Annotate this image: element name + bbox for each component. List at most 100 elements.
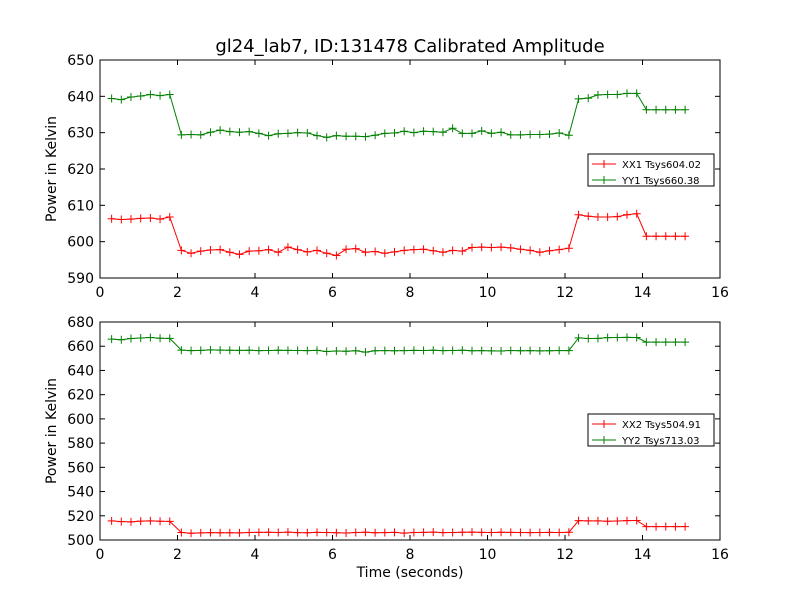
data-point bbox=[409, 346, 418, 355]
data-point bbox=[652, 522, 661, 531]
data-point bbox=[584, 334, 593, 343]
data-point bbox=[206, 528, 215, 537]
data-point bbox=[293, 528, 302, 537]
data-point bbox=[652, 105, 661, 114]
data-point bbox=[196, 346, 205, 355]
data-point bbox=[555, 129, 564, 138]
data-point bbox=[380, 528, 389, 537]
data-point bbox=[117, 517, 126, 526]
data-point bbox=[487, 346, 496, 355]
data-point bbox=[136, 214, 145, 223]
x-tick-label: 4 bbox=[251, 547, 260, 563]
x-tick-label: 12 bbox=[556, 547, 574, 563]
data-point bbox=[283, 528, 292, 537]
data-point bbox=[107, 214, 116, 223]
data-point bbox=[177, 528, 186, 537]
data-point bbox=[516, 528, 525, 537]
legend-entry-label: XX2 Tsys504.91 bbox=[622, 420, 701, 431]
data-point bbox=[165, 334, 174, 343]
data-point bbox=[574, 516, 583, 525]
data-point bbox=[448, 124, 457, 133]
data-point bbox=[477, 346, 486, 355]
data-point bbox=[235, 250, 244, 259]
data-point bbox=[681, 522, 690, 531]
x-tick-label: 14 bbox=[634, 285, 652, 301]
data-point bbox=[254, 528, 263, 537]
series-2 bbox=[107, 333, 690, 357]
data-point bbox=[400, 246, 409, 255]
data-point bbox=[342, 347, 351, 356]
data-point bbox=[661, 232, 670, 241]
data-point bbox=[380, 249, 389, 258]
data-point bbox=[390, 247, 399, 256]
x-tick-label: 6 bbox=[328, 547, 337, 563]
data-point bbox=[245, 346, 254, 355]
data-point bbox=[506, 130, 515, 139]
data-point bbox=[216, 245, 225, 254]
data-point bbox=[187, 249, 196, 258]
data-point bbox=[264, 131, 273, 140]
series-1 bbox=[107, 209, 690, 260]
x-tick-label: 16 bbox=[711, 547, 729, 563]
series-1 bbox=[107, 516, 690, 538]
data-point bbox=[303, 129, 312, 138]
x-tick-label: 0 bbox=[96, 547, 105, 563]
data-point bbox=[652, 232, 661, 241]
data-point bbox=[526, 130, 535, 139]
legend-box bbox=[587, 153, 715, 187]
data-point bbox=[187, 130, 196, 139]
y-axis-label: Power in Kelvin bbox=[44, 116, 60, 222]
data-point bbox=[603, 517, 612, 526]
data-point bbox=[390, 528, 399, 537]
data-point bbox=[225, 346, 234, 355]
legend: XX2 Tsys504.91 YY2 Tsys713.03 bbox=[587, 413, 715, 447]
data-point bbox=[593, 516, 602, 525]
data-point bbox=[264, 245, 273, 254]
data-point bbox=[506, 243, 515, 252]
data-point bbox=[313, 346, 321, 355]
data-point bbox=[206, 345, 215, 354]
data-point bbox=[516, 346, 525, 355]
data-point bbox=[584, 516, 593, 525]
data-point bbox=[235, 528, 244, 537]
data-point bbox=[107, 94, 116, 103]
data-point bbox=[438, 346, 447, 355]
y-tick-label: 640 bbox=[67, 363, 94, 379]
data-point bbox=[196, 247, 205, 256]
y-tick-label: 660 bbox=[67, 339, 94, 355]
legend: XX1 Tsys604.02 YY1 Tsys660.38 bbox=[587, 153, 715, 187]
data-point bbox=[177, 246, 186, 255]
y-tick-label: 520 bbox=[67, 509, 94, 525]
data-point bbox=[545, 528, 554, 537]
data-point bbox=[351, 346, 360, 355]
data-point bbox=[313, 131, 321, 140]
data-point bbox=[165, 212, 174, 221]
data-point bbox=[681, 232, 690, 241]
data-point bbox=[632, 516, 641, 525]
data-point bbox=[564, 528, 573, 537]
data-point bbox=[623, 210, 631, 219]
y-tick-label: 580 bbox=[67, 436, 94, 452]
data-point bbox=[642, 232, 651, 241]
series-2 bbox=[107, 89, 690, 142]
legend-swatch-marker bbox=[600, 436, 608, 444]
data-point bbox=[390, 129, 399, 138]
data-point bbox=[613, 212, 622, 221]
y-tick-label: 560 bbox=[67, 460, 94, 476]
data-point bbox=[146, 333, 155, 342]
data-point bbox=[584, 212, 593, 221]
x-axis-label: Time (seconds) bbox=[356, 565, 464, 581]
x-tick-label: 4 bbox=[251, 285, 260, 301]
data-point bbox=[555, 245, 564, 254]
data-point bbox=[322, 528, 331, 537]
data-point bbox=[497, 243, 506, 252]
data-point bbox=[342, 245, 351, 254]
data-point bbox=[593, 212, 602, 221]
data-point bbox=[361, 528, 370, 537]
data-point bbox=[274, 129, 283, 138]
data-point bbox=[574, 210, 583, 219]
data-point bbox=[574, 333, 583, 342]
data-point bbox=[603, 333, 612, 342]
data-point bbox=[661, 522, 670, 531]
data-point bbox=[156, 517, 165, 526]
